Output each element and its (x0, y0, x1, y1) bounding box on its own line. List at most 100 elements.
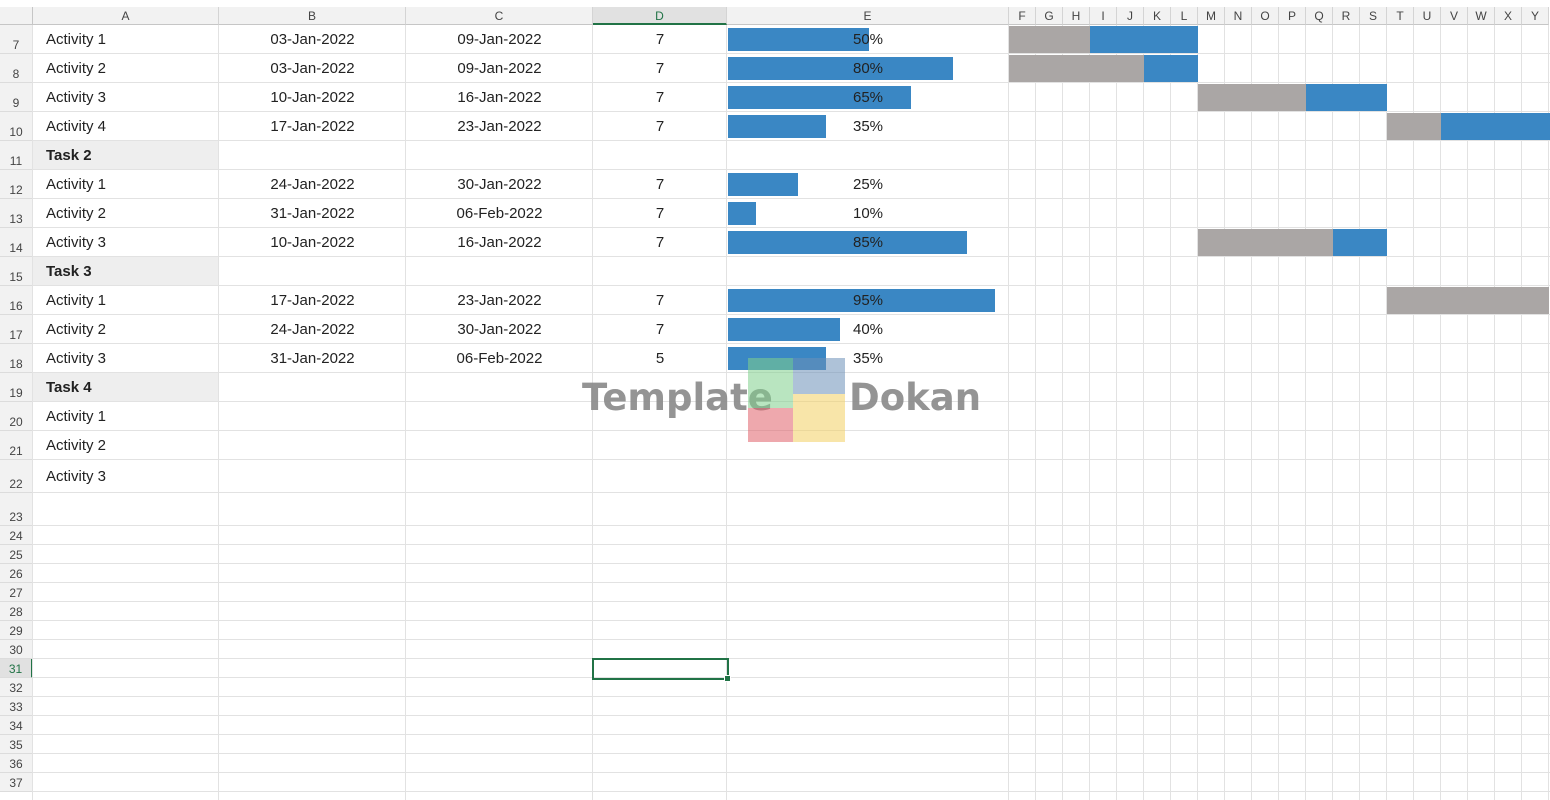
column-header-u[interactable]: U (1414, 7, 1441, 25)
task-name-cell[interactable]: Task 2 (33, 141, 218, 169)
row-header-22[interactable]: 22 (0, 460, 33, 493)
end-date-cell[interactable]: 23-Jan-2022 (457, 117, 542, 135)
row-header-12[interactable]: 12 (0, 170, 33, 199)
activity-name-cell[interactable]: Activity 1 (46, 291, 107, 309)
duration-cell[interactable]: 7 (655, 320, 665, 338)
end-date-cell[interactable]: 06-Feb-2022 (456, 349, 543, 367)
activity-name-cell[interactable]: Activity 1 (46, 175, 107, 193)
task-name-cell[interactable]: Task 4 (33, 373, 218, 401)
activity-name-cell[interactable]: Activity 1 (46, 407, 107, 425)
row-header-26[interactable]: 26 (0, 564, 33, 583)
activity-name-cell[interactable]: Activity 3 (46, 349, 107, 367)
duration-cell[interactable]: 7 (655, 117, 665, 135)
end-date-cell[interactable]: 09-Jan-2022 (457, 30, 542, 48)
row-header-15[interactable]: 15 (0, 257, 33, 286)
column-header-h[interactable]: H (1063, 7, 1090, 25)
column-header-l[interactable]: L (1171, 7, 1198, 25)
column-header-b[interactable]: B (219, 7, 406, 25)
progress-percent-label[interactable]: 40% (852, 320, 884, 338)
duration-cell[interactable]: 7 (655, 59, 665, 77)
duration-cell[interactable]: 7 (655, 233, 665, 251)
progress-percent-label[interactable]: 65% (852, 88, 884, 106)
column-header-e[interactable]: E (727, 7, 1009, 25)
progress-percent-label[interactable]: 50% (852, 30, 884, 48)
row-header-14[interactable]: 14 (0, 228, 33, 257)
duration-cell[interactable]: 7 (655, 291, 665, 309)
column-header-o[interactable]: O (1252, 7, 1279, 25)
column-header-j[interactable]: J (1117, 7, 1144, 25)
row-header-29[interactable]: 29 (0, 621, 33, 640)
activity-name-cell[interactable]: Activity 3 (46, 88, 107, 106)
duration-cell[interactable]: 7 (655, 30, 665, 48)
row-header-11[interactable]: 11 (0, 141, 33, 170)
start-date-cell[interactable]: 10-Jan-2022 (270, 88, 355, 106)
activity-name-cell[interactable]: Activity 2 (46, 204, 107, 222)
activity-name-cell[interactable]: Activity 3 (46, 467, 107, 485)
progress-percent-label[interactable]: 95% (852, 291, 884, 309)
row-header-10[interactable]: 10 (0, 112, 33, 141)
row-header-9[interactable]: 9 (0, 83, 33, 112)
column-header-c[interactable]: C (406, 7, 593, 25)
duration-cell[interactable]: 7 (655, 88, 665, 106)
start-date-cell[interactable]: 17-Jan-2022 (270, 117, 355, 135)
progress-percent-label[interactable]: 25% (852, 175, 884, 193)
row-header-7[interactable]: 7 (0, 25, 33, 54)
task-name-cell[interactable]: Task 3 (33, 257, 218, 285)
start-date-cell[interactable]: 31-Jan-2022 (270, 204, 355, 222)
fill-handle[interactable] (724, 675, 731, 682)
start-date-cell[interactable]: 24-Jan-2022 (270, 320, 355, 338)
row-header-13[interactable]: 13 (0, 199, 33, 228)
activity-name-cell[interactable]: Activity 2 (46, 59, 107, 77)
progress-percent-label[interactable]: 35% (852, 117, 884, 135)
row-header-21[interactable]: 21 (0, 431, 33, 460)
start-date-cell[interactable]: 31-Jan-2022 (270, 349, 355, 367)
row-header-25[interactable]: 25 (0, 545, 33, 564)
column-header-n[interactable]: N (1225, 7, 1252, 25)
row-header-23[interactable]: 23 (0, 493, 33, 526)
row-header-20[interactable]: 20 (0, 402, 33, 431)
activity-name-cell[interactable]: Activity 1 (46, 30, 107, 48)
column-header-r[interactable]: R (1333, 7, 1360, 25)
duration-cell[interactable]: 5 (655, 349, 665, 367)
row-header-18[interactable]: 18 (0, 344, 33, 373)
column-header-p[interactable]: P (1279, 7, 1306, 25)
column-header-m[interactable]: M (1198, 7, 1225, 25)
column-header-w[interactable]: W (1468, 7, 1495, 25)
activity-name-cell[interactable]: Activity 4 (46, 117, 107, 135)
row-header-32[interactable]: 32 (0, 678, 33, 697)
row-header-27[interactable]: 27 (0, 583, 33, 602)
activity-name-cell[interactable]: Activity 2 (46, 320, 107, 338)
progress-percent-label[interactable]: 85% (852, 233, 884, 251)
row-header-37[interactable]: 37 (0, 773, 33, 792)
row-header-33[interactable]: 33 (0, 697, 33, 716)
start-date-cell[interactable]: 10-Jan-2022 (270, 233, 355, 251)
column-header-v[interactable]: V (1441, 7, 1468, 25)
row-header-31[interactable]: 31 (0, 659, 33, 678)
column-header-i[interactable]: I (1090, 7, 1117, 25)
start-date-cell[interactable]: 17-Jan-2022 (270, 291, 355, 309)
column-header-t[interactable]: T (1387, 7, 1414, 25)
end-date-cell[interactable]: 23-Jan-2022 (457, 291, 542, 309)
column-header-a[interactable]: A (33, 7, 219, 25)
row-header-30[interactable]: 30 (0, 640, 33, 659)
column-header-f[interactable]: F (1009, 7, 1036, 25)
column-header-d[interactable]: D (593, 7, 727, 25)
row-header-28[interactable]: 28 (0, 602, 33, 621)
column-header-s[interactable]: S (1360, 7, 1387, 25)
end-date-cell[interactable]: 06-Feb-2022 (456, 204, 543, 222)
column-header-q[interactable]: Q (1306, 7, 1333, 25)
row-header-36[interactable]: 36 (0, 754, 33, 773)
duration-cell[interactable]: 7 (655, 175, 665, 193)
end-date-cell[interactable]: 09-Jan-2022 (457, 59, 542, 77)
start-date-cell[interactable]: 03-Jan-2022 (270, 59, 355, 77)
row-header-24[interactable]: 24 (0, 526, 33, 545)
column-header-x[interactable]: X (1495, 7, 1522, 25)
duration-cell[interactable]: 7 (655, 204, 665, 222)
end-date-cell[interactable]: 16-Jan-2022 (457, 88, 542, 106)
end-date-cell[interactable]: 30-Jan-2022 (457, 175, 542, 193)
row-header-34[interactable]: 34 (0, 716, 33, 735)
progress-percent-label[interactable]: 35% (852, 349, 884, 367)
progress-percent-label[interactable]: 10% (852, 204, 884, 222)
row-header-35[interactable]: 35 (0, 735, 33, 754)
end-date-cell[interactable]: 16-Jan-2022 (457, 233, 542, 251)
